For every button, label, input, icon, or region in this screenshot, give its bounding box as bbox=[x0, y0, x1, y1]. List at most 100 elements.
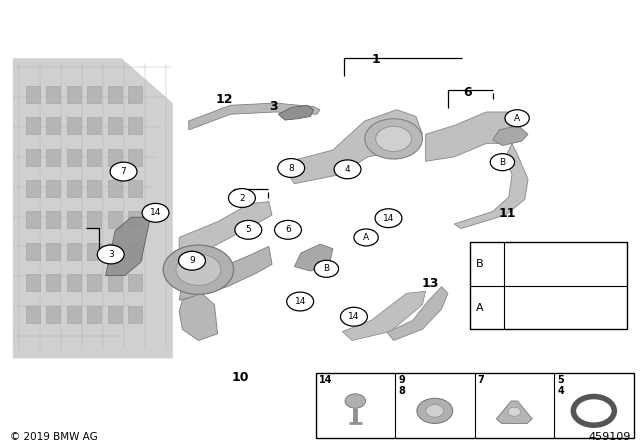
Text: A: A bbox=[476, 302, 483, 313]
Circle shape bbox=[334, 160, 361, 179]
FancyBboxPatch shape bbox=[87, 243, 101, 260]
Polygon shape bbox=[278, 105, 314, 120]
FancyBboxPatch shape bbox=[108, 180, 122, 197]
Text: 4: 4 bbox=[345, 165, 350, 174]
FancyBboxPatch shape bbox=[128, 117, 142, 134]
Polygon shape bbox=[106, 217, 150, 276]
Text: 9: 9 bbox=[189, 256, 195, 265]
Polygon shape bbox=[454, 143, 528, 228]
Text: 7: 7 bbox=[121, 167, 126, 176]
FancyBboxPatch shape bbox=[87, 117, 101, 134]
FancyBboxPatch shape bbox=[26, 86, 40, 103]
FancyBboxPatch shape bbox=[67, 243, 81, 260]
FancyBboxPatch shape bbox=[108, 306, 122, 323]
Circle shape bbox=[110, 162, 137, 181]
Circle shape bbox=[314, 260, 339, 277]
Polygon shape bbox=[179, 246, 272, 300]
FancyBboxPatch shape bbox=[67, 117, 81, 134]
Text: B: B bbox=[323, 264, 330, 273]
Circle shape bbox=[278, 159, 305, 177]
Text: 14: 14 bbox=[319, 375, 332, 385]
FancyBboxPatch shape bbox=[67, 149, 81, 166]
Circle shape bbox=[228, 189, 255, 207]
FancyBboxPatch shape bbox=[46, 117, 60, 134]
Circle shape bbox=[354, 229, 378, 246]
FancyBboxPatch shape bbox=[46, 211, 60, 228]
FancyBboxPatch shape bbox=[46, 86, 60, 103]
Circle shape bbox=[179, 251, 205, 270]
Circle shape bbox=[275, 220, 301, 239]
Text: A: A bbox=[514, 114, 520, 123]
Circle shape bbox=[176, 254, 221, 285]
Circle shape bbox=[508, 407, 521, 416]
FancyBboxPatch shape bbox=[316, 373, 634, 438]
FancyBboxPatch shape bbox=[470, 242, 627, 329]
FancyBboxPatch shape bbox=[26, 274, 40, 291]
FancyBboxPatch shape bbox=[67, 274, 81, 291]
FancyBboxPatch shape bbox=[128, 243, 142, 260]
FancyBboxPatch shape bbox=[67, 306, 81, 323]
Polygon shape bbox=[282, 110, 422, 184]
FancyBboxPatch shape bbox=[108, 274, 122, 291]
FancyBboxPatch shape bbox=[108, 211, 122, 228]
Circle shape bbox=[490, 154, 515, 171]
FancyBboxPatch shape bbox=[46, 180, 60, 197]
FancyBboxPatch shape bbox=[87, 149, 101, 166]
Text: 11: 11 bbox=[499, 207, 516, 220]
Text: 10: 10 bbox=[231, 370, 249, 384]
Circle shape bbox=[163, 245, 234, 294]
Text: 5
4: 5 4 bbox=[557, 375, 564, 396]
Polygon shape bbox=[342, 291, 426, 340]
FancyBboxPatch shape bbox=[128, 211, 142, 228]
Text: 7: 7 bbox=[478, 375, 484, 385]
FancyBboxPatch shape bbox=[128, 180, 142, 197]
Text: 8: 8 bbox=[289, 164, 294, 172]
FancyBboxPatch shape bbox=[46, 149, 60, 166]
Circle shape bbox=[505, 110, 529, 127]
Text: 3: 3 bbox=[269, 100, 278, 113]
Circle shape bbox=[375, 209, 402, 228]
Polygon shape bbox=[294, 244, 333, 271]
FancyBboxPatch shape bbox=[87, 306, 101, 323]
FancyBboxPatch shape bbox=[108, 117, 122, 134]
FancyBboxPatch shape bbox=[128, 274, 142, 291]
Text: 12: 12 bbox=[215, 93, 233, 106]
Text: 2: 2 bbox=[239, 194, 244, 202]
FancyBboxPatch shape bbox=[128, 306, 142, 323]
Polygon shape bbox=[179, 202, 272, 255]
Polygon shape bbox=[493, 125, 528, 146]
Circle shape bbox=[573, 396, 614, 425]
FancyBboxPatch shape bbox=[67, 211, 81, 228]
Circle shape bbox=[287, 292, 314, 311]
Text: 14: 14 bbox=[150, 208, 161, 217]
FancyBboxPatch shape bbox=[26, 180, 40, 197]
Text: 14: 14 bbox=[348, 312, 360, 321]
FancyBboxPatch shape bbox=[87, 211, 101, 228]
FancyBboxPatch shape bbox=[67, 180, 81, 197]
Text: 5: 5 bbox=[246, 225, 251, 234]
FancyBboxPatch shape bbox=[108, 149, 122, 166]
Text: B: B bbox=[499, 158, 506, 167]
Text: B: B bbox=[476, 259, 483, 269]
Polygon shape bbox=[426, 112, 512, 161]
Text: A: A bbox=[363, 233, 369, 242]
FancyBboxPatch shape bbox=[46, 306, 60, 323]
FancyBboxPatch shape bbox=[87, 180, 101, 197]
FancyBboxPatch shape bbox=[26, 243, 40, 260]
Circle shape bbox=[417, 398, 452, 423]
Text: 6: 6 bbox=[463, 86, 472, 99]
Polygon shape bbox=[189, 103, 320, 130]
FancyBboxPatch shape bbox=[26, 211, 40, 228]
FancyBboxPatch shape bbox=[26, 149, 40, 166]
FancyBboxPatch shape bbox=[46, 274, 60, 291]
Text: © 2019 BMW AG: © 2019 BMW AG bbox=[10, 432, 97, 442]
Circle shape bbox=[365, 119, 422, 159]
Text: 13: 13 bbox=[421, 276, 439, 290]
Text: 6: 6 bbox=[285, 225, 291, 234]
Circle shape bbox=[235, 220, 262, 239]
Text: 14: 14 bbox=[383, 214, 394, 223]
Text: 9
8: 9 8 bbox=[398, 375, 405, 396]
FancyBboxPatch shape bbox=[26, 117, 40, 134]
Circle shape bbox=[142, 203, 169, 222]
Circle shape bbox=[426, 405, 444, 417]
